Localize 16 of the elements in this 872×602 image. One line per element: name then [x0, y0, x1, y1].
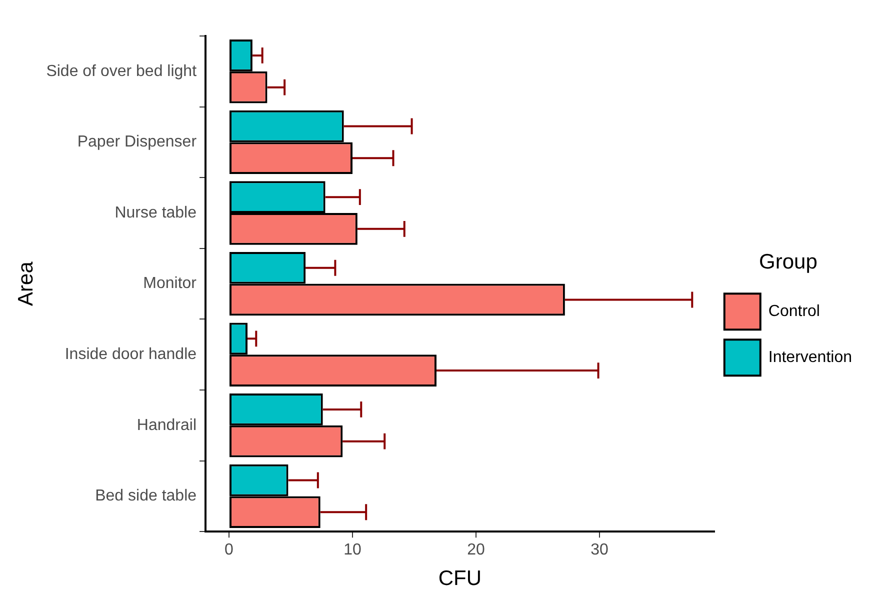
legend-label: Intervention: [768, 349, 852, 366]
x-tick-label: 0: [224, 542, 234, 559]
x-tick-label: 20: [467, 542, 486, 559]
y-tick-label: Handrail: [136, 416, 197, 434]
y-tick-label: Nurse table: [114, 204, 197, 222]
legend-label: Control: [768, 303, 820, 320]
x-tick-label: 10: [344, 542, 362, 559]
x-tick-label: 30: [590, 542, 609, 559]
y-tick-label: Inside door handle: [64, 346, 197, 364]
y-tick-label: Paper Dispenser: [77, 134, 198, 151]
y-tick-label: Bed side table: [95, 488, 197, 505]
x-axis-title: CFU: [438, 567, 482, 590]
y-axis-title: Area: [14, 261, 38, 306]
legend-title: Group: [759, 250, 818, 274]
y-tick-label: Monitor: [143, 275, 198, 292]
y-tick-label: Side of over bed light: [46, 62, 198, 80]
